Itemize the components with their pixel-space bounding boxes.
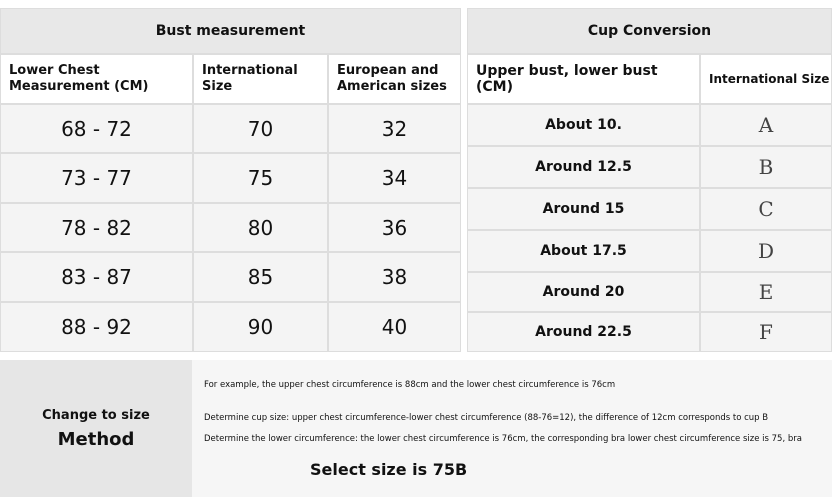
table-cell: Around 20: [467, 272, 700, 312]
result: Select size is 75B: [310, 460, 468, 479]
column-header: International Size: [193, 54, 328, 104]
table-title: Cup Conversion: [467, 8, 832, 54]
table-cell: 36: [328, 203, 461, 252]
table-cell: 32: [328, 104, 461, 153]
column-header: Lower Chest Measurement (CM): [0, 54, 193, 104]
table-cell: 75: [193, 153, 328, 203]
table-cell: F: [700, 312, 832, 352]
note: Determine the lower circumference: the l…: [204, 434, 802, 444]
table-cell: Around 15: [467, 188, 700, 230]
table-cell: C: [700, 188, 832, 230]
table-cell: D: [700, 230, 832, 272]
column-header: European and American sizes: [328, 54, 461, 104]
label-line: Change to size: [42, 407, 150, 423]
table-cell: 34: [328, 153, 461, 203]
table-cell: Around 12.5: [467, 146, 700, 188]
table-cell: 83 - 87: [0, 252, 193, 302]
note: For example, the upper chest circumferen…: [204, 380, 616, 390]
table-cell: 38: [328, 252, 461, 302]
table-cell: About 10.: [467, 104, 700, 146]
table-cell: A: [700, 104, 832, 146]
method-label: Change to size Method: [0, 360, 192, 497]
method-box: [192, 360, 832, 497]
table-cell: Around 22.5: [467, 312, 700, 352]
table-cell: 40: [328, 302, 461, 352]
table-cell: 68 - 72: [0, 104, 193, 153]
column-header: Upper bust, lower bust (CM): [467, 54, 700, 104]
table-cell: B: [700, 146, 832, 188]
table-cell: 80: [193, 203, 328, 252]
label-line: Method: [57, 428, 135, 450]
table-cell: 70: [193, 104, 328, 153]
table-cell: 73 - 77: [0, 153, 193, 203]
table-cell: 78 - 82: [0, 203, 193, 252]
table-cell: E: [700, 272, 832, 312]
column-header: International Size: [700, 54, 832, 104]
table-title: Bust measurement: [0, 8, 461, 54]
table-cell: About 17.5: [467, 230, 700, 272]
table-cell: 85: [193, 252, 328, 302]
table-cell: 90: [193, 302, 328, 352]
note: Determine cup size: upper chest circumfe…: [204, 413, 769, 423]
table-cell: 88 - 92: [0, 302, 193, 352]
